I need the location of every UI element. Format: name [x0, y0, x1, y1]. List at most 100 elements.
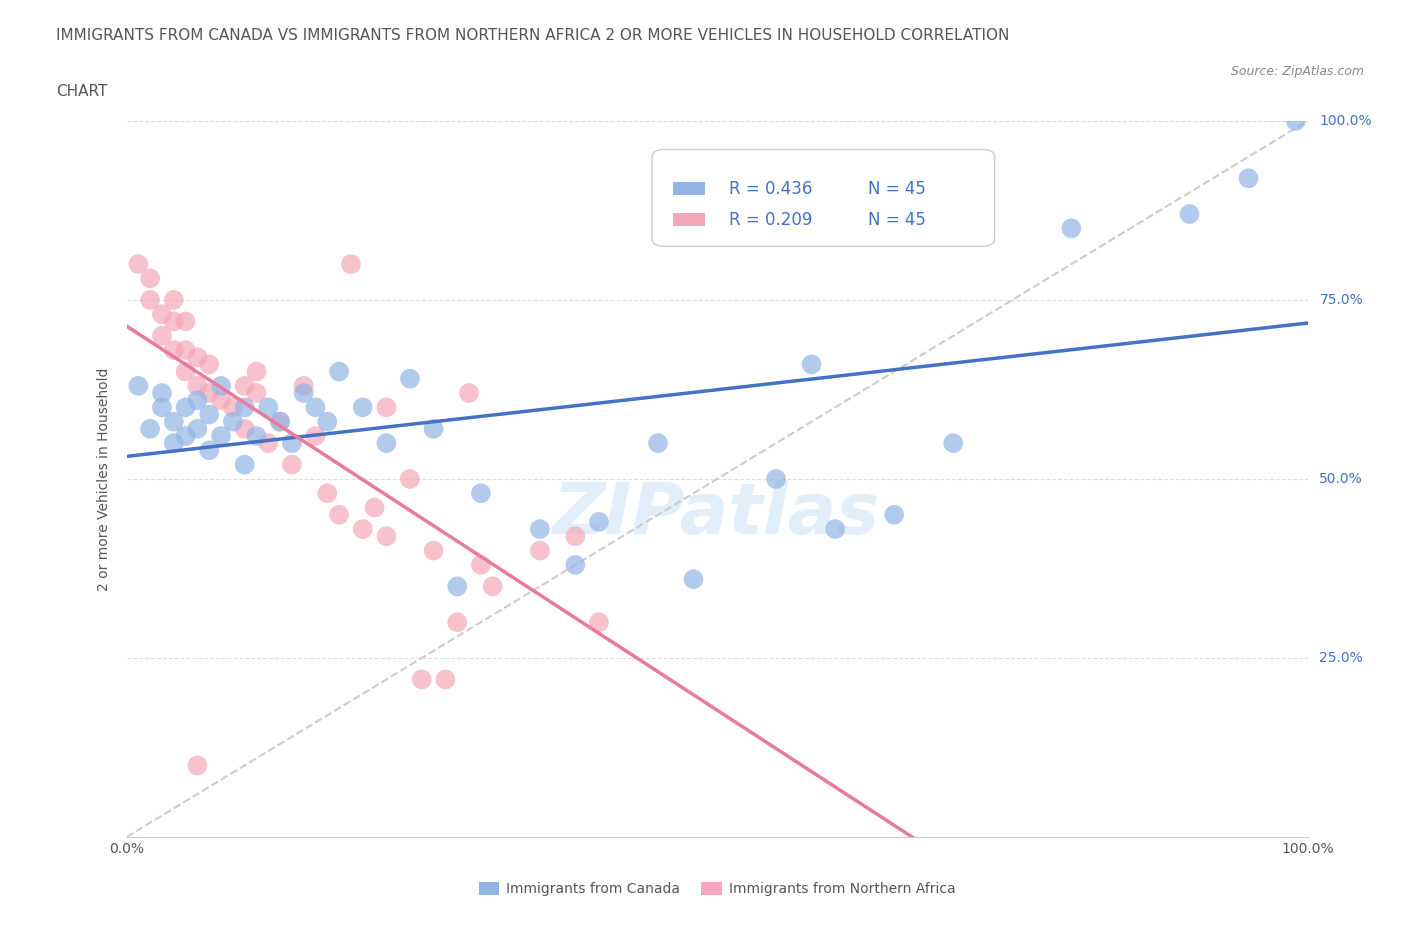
Point: [163, 342, 186, 357]
Point: [233, 379, 256, 393]
Point: [245, 386, 267, 401]
Text: N = 45: N = 45: [869, 179, 927, 198]
Point: [883, 508, 905, 523]
Point: [163, 293, 186, 308]
Point: [127, 257, 149, 272]
Point: [198, 386, 221, 401]
Point: [352, 400, 374, 415]
Point: [399, 472, 422, 486]
Point: [328, 508, 350, 523]
Point: [340, 257, 363, 272]
Point: [352, 522, 374, 537]
Point: [174, 314, 197, 329]
Point: [304, 429, 326, 444]
Point: [127, 379, 149, 393]
Point: [186, 421, 208, 436]
Point: [222, 400, 245, 415]
Point: [422, 543, 444, 558]
Point: [186, 379, 208, 393]
Point: [446, 615, 468, 630]
Text: R = 0.209: R = 0.209: [728, 211, 813, 229]
Point: [209, 379, 232, 393]
Text: 25.0%: 25.0%: [1319, 651, 1364, 665]
Point: [304, 400, 326, 415]
Point: [257, 400, 280, 415]
Point: [647, 435, 669, 450]
Point: [363, 500, 385, 515]
Point: [186, 758, 208, 773]
Point: [186, 392, 208, 407]
Point: [411, 672, 433, 687]
Point: [1060, 221, 1083, 236]
Point: [375, 435, 398, 450]
Point: [245, 429, 267, 444]
Point: [186, 350, 208, 365]
Point: [257, 435, 280, 450]
Point: [824, 522, 846, 537]
Point: [765, 472, 787, 486]
Point: [316, 485, 339, 500]
Point: [470, 557, 492, 572]
Point: [198, 407, 221, 422]
Point: [682, 572, 704, 587]
FancyBboxPatch shape: [673, 213, 706, 226]
Point: [281, 458, 304, 472]
Point: [150, 400, 173, 415]
Point: [588, 615, 610, 630]
Point: [174, 429, 197, 444]
Point: [209, 392, 232, 407]
FancyBboxPatch shape: [673, 182, 706, 195]
Point: [942, 435, 965, 450]
Point: [422, 421, 444, 436]
Text: Source: ZipAtlas.com: Source: ZipAtlas.com: [1230, 65, 1364, 78]
Point: [1178, 206, 1201, 221]
Point: [139, 421, 162, 436]
Point: [174, 342, 197, 357]
Point: [163, 314, 186, 329]
Point: [209, 429, 232, 444]
Point: [139, 271, 162, 286]
Point: [434, 672, 457, 687]
Text: CHART: CHART: [56, 84, 108, 99]
Point: [470, 485, 492, 500]
Point: [269, 414, 291, 429]
Point: [281, 435, 304, 450]
Point: [150, 307, 173, 322]
Point: [446, 578, 468, 594]
Point: [150, 328, 173, 343]
Point: [800, 357, 823, 372]
Point: [163, 414, 186, 429]
Legend: Immigrants from Canada, Immigrants from Northern Africa: Immigrants from Canada, Immigrants from …: [472, 877, 962, 902]
Point: [233, 421, 256, 436]
Point: [458, 386, 481, 401]
Point: [375, 529, 398, 544]
Point: [588, 514, 610, 529]
Point: [245, 364, 267, 379]
Point: [150, 386, 173, 401]
Point: [564, 529, 586, 544]
Text: 75.0%: 75.0%: [1319, 293, 1364, 307]
FancyBboxPatch shape: [652, 150, 994, 246]
Point: [269, 414, 291, 429]
Y-axis label: 2 or more Vehicles in Household: 2 or more Vehicles in Household: [97, 367, 111, 591]
Point: [1285, 113, 1308, 128]
Text: 50.0%: 50.0%: [1319, 472, 1364, 486]
Text: R = 0.436: R = 0.436: [728, 179, 813, 198]
Point: [292, 379, 315, 393]
Point: [198, 357, 221, 372]
Point: [292, 386, 315, 401]
Text: ZIPatlas: ZIPatlas: [554, 480, 880, 550]
Point: [233, 458, 256, 472]
Point: [316, 414, 339, 429]
Point: [564, 557, 586, 572]
Point: [174, 400, 197, 415]
Point: [328, 364, 350, 379]
Point: [375, 400, 398, 415]
Point: [1237, 171, 1260, 186]
Text: N = 45: N = 45: [869, 211, 927, 229]
Point: [139, 293, 162, 308]
Text: IMMIGRANTS FROM CANADA VS IMMIGRANTS FROM NORTHERN AFRICA 2 OR MORE VEHICLES IN : IMMIGRANTS FROM CANADA VS IMMIGRANTS FRO…: [56, 28, 1010, 43]
Point: [174, 364, 197, 379]
Point: [529, 522, 551, 537]
Point: [233, 400, 256, 415]
